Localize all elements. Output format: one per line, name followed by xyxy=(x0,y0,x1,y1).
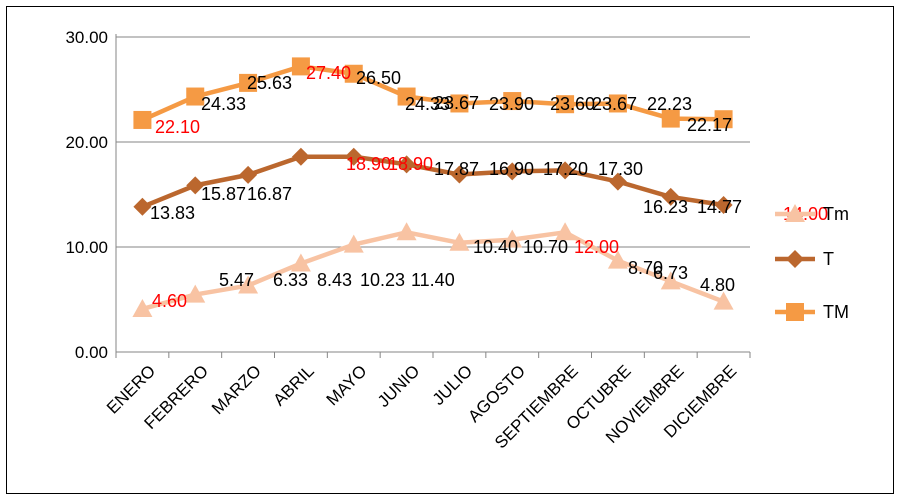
data-point-tm xyxy=(661,109,680,128)
data-label: 15.87 xyxy=(201,184,246,204)
data-label: 16.87 xyxy=(247,184,292,204)
data-point-t xyxy=(661,187,680,206)
data-point-tm xyxy=(503,92,522,111)
data-label: 16.90 xyxy=(489,159,534,179)
data-label: 18.90 xyxy=(346,154,391,174)
data-label: 22.10 xyxy=(155,117,200,137)
x-tick-label: JUNIO xyxy=(374,361,423,410)
y-tick-label: 10.00 xyxy=(65,238,108,257)
data-label: 4.80 xyxy=(700,275,735,295)
data-point-tm xyxy=(291,57,310,76)
data-point-tm xyxy=(713,291,734,310)
legend-label-t: T xyxy=(823,249,834,269)
data-label: 10.40 xyxy=(473,237,518,257)
legend-marker-tm xyxy=(785,204,805,222)
data-point-tm xyxy=(555,222,576,241)
data-label: 18.90 xyxy=(388,154,433,174)
legend-label-tm: Tm xyxy=(823,204,849,224)
data-label: 16.23 xyxy=(643,197,688,217)
data-point-tm xyxy=(449,232,470,251)
data-point-tm xyxy=(133,110,152,129)
data-label: 22.23 xyxy=(647,94,692,114)
x-tick-label: MAYO xyxy=(323,361,371,409)
data-label: 8.43 xyxy=(317,270,352,290)
data-label: 6.73 xyxy=(653,263,688,283)
data-point-t xyxy=(397,155,416,174)
data-point-t xyxy=(556,161,575,180)
data-point-tm xyxy=(343,234,364,253)
y-tick-label: 30.00 xyxy=(65,28,108,47)
data-point-tm xyxy=(239,73,258,92)
data-label: 23.90 xyxy=(489,94,534,114)
data-point-t xyxy=(450,165,469,184)
data-point-tm xyxy=(660,271,681,290)
data-label: 10.70 xyxy=(523,237,568,257)
data-point-tm xyxy=(450,94,469,113)
data-point-t xyxy=(133,197,152,216)
data-label: 24.33 xyxy=(405,94,450,114)
data-label: 13.83 xyxy=(150,203,195,223)
data-point-t xyxy=(291,147,310,166)
data-point-t xyxy=(239,165,258,184)
data-point-t xyxy=(186,176,205,195)
data-label: 26.50 xyxy=(356,68,401,88)
data-point-tm xyxy=(502,229,523,248)
x-tick-label: JULIO xyxy=(429,361,477,409)
data-point-t xyxy=(608,172,627,191)
data-label: 23.60 xyxy=(550,94,595,114)
legend-marker-t xyxy=(786,250,804,268)
y-tick-label: 0.00 xyxy=(75,343,108,362)
data-label: 27.40 xyxy=(306,63,351,83)
x-tick-label: ABRIL xyxy=(270,361,318,409)
data-point-tm xyxy=(608,94,627,113)
data-point-tm xyxy=(607,250,628,269)
data-point-tm xyxy=(238,275,259,294)
data-label: 17.87 xyxy=(434,159,479,179)
legend-label-tm: TM xyxy=(823,302,849,322)
data-point-tm xyxy=(714,110,733,129)
data-label: 22.17 xyxy=(687,115,732,135)
data-label: 24.33 xyxy=(201,94,246,114)
data-point-tm xyxy=(185,284,206,303)
data-label: 17.20 xyxy=(543,159,588,179)
data-point-tm xyxy=(396,222,417,241)
y-tick-label: 20.00 xyxy=(65,133,108,152)
legend-marker-tm xyxy=(786,303,804,321)
data-label: 12.00 xyxy=(574,237,619,257)
series-line-tm xyxy=(141,230,725,312)
data-point-tm xyxy=(344,64,363,83)
series-line-t xyxy=(141,154,724,209)
chart-area: 0.00 10.00 20.00 30.00 ENERO FEBRERO MARZO ABRI… xyxy=(6,6,894,494)
data-point-tm xyxy=(132,298,153,317)
x-tick-label: MARZO xyxy=(208,361,265,418)
data-label: 8.70 xyxy=(628,258,663,278)
data-label: 4.60 xyxy=(152,291,187,311)
data-point-t xyxy=(503,162,522,181)
data-label: 23.67 xyxy=(592,94,637,114)
data-label: 17.30 xyxy=(598,159,643,179)
data-label: 14.77 xyxy=(697,197,742,217)
data-label: 6.33 xyxy=(273,270,308,290)
data-label: 23.67 xyxy=(434,93,479,113)
data-point-t xyxy=(714,196,733,214)
data-point-tm xyxy=(186,87,205,106)
data-label: 10.23 xyxy=(360,270,405,290)
data-label: 11.40 xyxy=(411,270,455,290)
data-point-t xyxy=(344,147,363,166)
data-label: 25.63 xyxy=(247,73,292,93)
data-label: 5.47 xyxy=(219,270,254,290)
data-point-tm xyxy=(290,253,311,272)
data-point-tm xyxy=(556,95,575,114)
data-point-tm xyxy=(397,87,416,106)
